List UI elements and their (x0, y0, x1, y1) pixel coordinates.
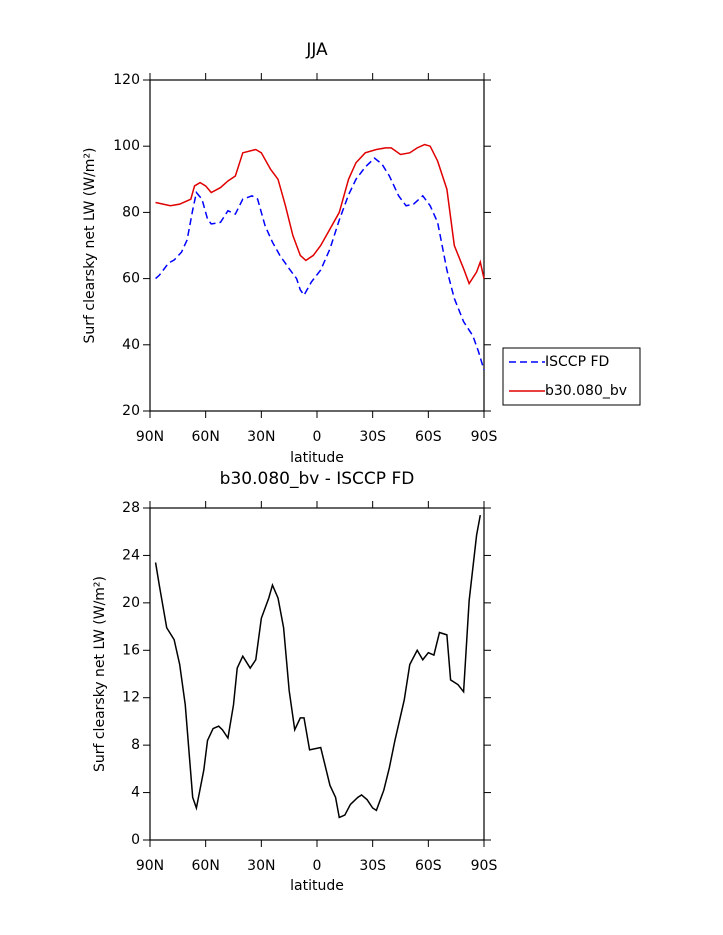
x-tick-label: 0 (313, 858, 322, 874)
x-tick-label: 0 (313, 429, 322, 445)
legend-label: b30.080_bv (545, 383, 627, 399)
x-tick-label: 90N (136, 429, 164, 445)
x-tick-label: 60N (192, 858, 220, 874)
data-line (155, 143, 485, 286)
y-tick-label: 20 (122, 403, 140, 419)
y-tick-label: 80 (122, 204, 140, 220)
chart-title: b30.080_bv - ISCCP FD (220, 469, 415, 489)
y-tick-label: 20 (122, 595, 140, 611)
y-axis-label: Surf clearsky net LW (W/m²) (92, 576, 108, 772)
x-tick-label: 60N (192, 429, 220, 445)
x-tick-label: 90N (136, 858, 164, 874)
plot-frame (149, 507, 485, 841)
y-tick-label: 0 (131, 832, 140, 848)
y-tick-label: 12 (122, 690, 140, 706)
y-tick-label: 40 (122, 337, 140, 353)
x-axis-label: latitude (290, 450, 344, 466)
y-axis-label: Surf clearsky net LW (W/m²) (82, 147, 98, 343)
x-tick-label: 30S (359, 429, 386, 445)
x-tick-label: 30N (247, 429, 275, 445)
legend-box (502, 347, 641, 406)
y-tick-label: 24 (122, 547, 140, 563)
x-tick-label: 60S (415, 429, 442, 445)
x-tick-label: 90S (471, 429, 498, 445)
plot-frame (149, 79, 485, 412)
legend-label: ISCCP FD (545, 354, 609, 370)
y-tick-label: 120 (113, 72, 140, 88)
data-line (155, 157, 485, 371)
x-tick-label: 90S (471, 858, 498, 874)
chart-title: JJA (305, 40, 328, 60)
x-tick-label: 60S (415, 858, 442, 874)
data-line (154, 514, 482, 819)
y-tick-label: 60 (122, 271, 140, 287)
x-tick-label: 30N (247, 858, 275, 874)
x-tick-label: 30S (359, 858, 386, 874)
x-axis-label: latitude (290, 878, 344, 894)
y-tick-label: 28 (122, 500, 140, 516)
y-tick-label: 4 (131, 785, 140, 801)
y-tick-label: 16 (122, 642, 140, 658)
y-tick-label: 100 (113, 138, 140, 154)
y-tick-label: 8 (131, 737, 140, 753)
